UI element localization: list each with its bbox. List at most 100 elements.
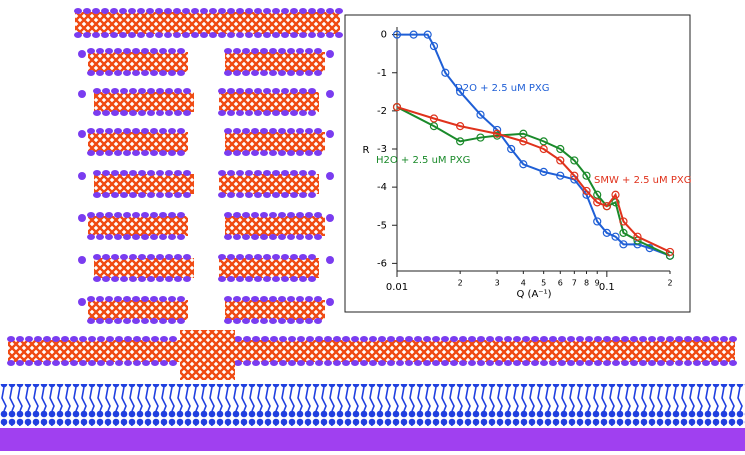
lipid-head xyxy=(168,48,176,54)
lipid-head xyxy=(138,110,146,116)
lipid-head xyxy=(88,360,96,366)
lipid-head xyxy=(369,336,377,342)
lipid-head xyxy=(423,336,431,342)
lipid-head xyxy=(254,192,262,198)
lipid-head xyxy=(233,128,241,134)
lipid-head xyxy=(270,336,278,342)
lipid-head xyxy=(245,276,253,282)
lipid-head xyxy=(342,336,350,342)
lipid-head xyxy=(567,360,575,366)
lipid-head xyxy=(128,32,136,38)
lipid-head xyxy=(236,32,244,38)
lipid-head xyxy=(133,360,141,366)
lipid-head xyxy=(111,254,119,260)
lipid-head xyxy=(83,32,91,38)
lipid-head xyxy=(114,234,122,240)
lipid-head xyxy=(297,336,305,342)
lipid-head xyxy=(177,150,185,156)
lipid-head xyxy=(169,360,177,366)
data-point xyxy=(665,247,675,257)
lipid-head xyxy=(52,360,60,366)
lipid-head xyxy=(115,360,123,366)
lipid-head xyxy=(43,336,51,342)
lipid-head xyxy=(132,48,140,54)
lipid-head xyxy=(296,128,304,134)
data-point xyxy=(456,122,465,131)
lipid-head xyxy=(326,298,334,306)
lipid-head xyxy=(630,360,638,366)
data-point xyxy=(593,190,602,199)
lipid-head xyxy=(96,318,104,324)
lipid-head xyxy=(251,150,259,156)
lipid-head xyxy=(711,360,719,366)
lipid-head xyxy=(263,88,271,94)
lipid-head xyxy=(333,360,341,366)
data-point xyxy=(570,171,579,180)
lipid-head xyxy=(495,336,503,342)
lipid-head xyxy=(105,70,113,76)
series-label: SMW + 2.5 uM PXG xyxy=(594,175,691,186)
lipid-head xyxy=(657,336,665,342)
lipid-head xyxy=(272,110,280,116)
lipid-head xyxy=(34,360,42,366)
lipid-head xyxy=(306,336,314,342)
lipid-tails xyxy=(219,258,319,278)
lipid-head xyxy=(405,336,413,342)
supported-bilayer xyxy=(0,384,745,426)
lipid-head xyxy=(288,336,296,342)
lipid-head xyxy=(120,88,128,94)
lipid-head xyxy=(155,8,163,14)
data-point xyxy=(570,156,579,165)
lipid-head xyxy=(585,360,593,366)
lipid-head xyxy=(720,336,728,342)
lipid-head xyxy=(78,130,86,138)
lipid-head xyxy=(308,88,316,94)
lipid-head xyxy=(287,234,295,240)
lipid-head xyxy=(252,336,260,342)
lipid-head xyxy=(245,8,253,14)
lipid-head xyxy=(242,212,250,218)
lipid-head xyxy=(156,170,164,176)
y-tick-label: -5 xyxy=(377,220,387,231)
lipid-head xyxy=(224,296,232,302)
lipid-head xyxy=(549,360,557,366)
lipid-head xyxy=(111,276,119,282)
lipid-head xyxy=(251,70,259,76)
lipid-head xyxy=(123,318,131,324)
lipid-head xyxy=(224,318,232,324)
lipid-head xyxy=(585,336,593,342)
lipid-head xyxy=(160,336,168,342)
lipid-head xyxy=(308,254,316,260)
lipid-head xyxy=(168,234,176,240)
lipid-head xyxy=(227,276,235,282)
lipid-head xyxy=(150,48,158,54)
lipid-head xyxy=(269,318,277,324)
lipid-tails xyxy=(88,300,188,320)
data-point xyxy=(611,232,620,241)
lipid-head xyxy=(243,360,251,366)
lipid-head xyxy=(141,318,149,324)
lipid-head xyxy=(278,234,286,240)
lipid-head xyxy=(168,318,176,324)
lipid-head xyxy=(137,32,145,38)
lipid-head xyxy=(141,212,149,218)
lipid-head xyxy=(159,48,167,54)
lipid-head xyxy=(269,296,277,302)
fit-line xyxy=(396,106,671,253)
lipid-head xyxy=(278,296,286,302)
lipid-head xyxy=(278,212,286,218)
x-tick-label: 3 xyxy=(495,279,500,288)
data-point xyxy=(423,30,432,39)
lipid-head xyxy=(78,298,86,306)
data-point xyxy=(429,41,439,51)
lipid-head xyxy=(414,360,422,366)
x-axis-label: Q (A⁻¹) xyxy=(517,289,552,300)
lipid-head xyxy=(278,48,286,54)
lipid-head xyxy=(254,170,262,176)
lipid-head xyxy=(114,70,122,76)
lipid-head xyxy=(96,70,104,76)
lipid-head xyxy=(314,234,322,240)
data-point xyxy=(519,160,528,169)
data-point xyxy=(582,186,591,196)
lipid-head xyxy=(132,128,140,134)
